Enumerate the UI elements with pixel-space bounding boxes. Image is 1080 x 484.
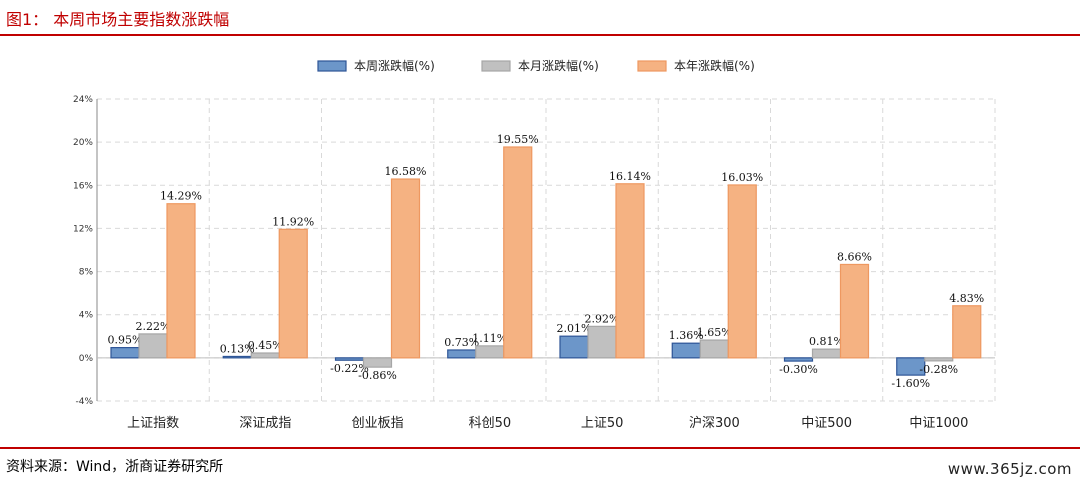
y-tick-label: 8% [79,268,94,278]
data-label: 1.65% [697,326,732,339]
data-label: 0.13% [220,342,255,355]
data-label: -0.28% [919,363,958,376]
bar-series-1 [671,342,701,359]
bar-series-1 [559,335,589,359]
data-label: 1.11% [472,332,507,345]
bar-series-3 [390,178,421,359]
bar-series-3 [615,183,645,359]
data-label: 2.92% [585,312,620,325]
legend-swatch [637,60,667,72]
data-label: 8.66% [837,250,872,263]
bar-series-1 [334,357,365,361]
bar-series-2 [587,325,617,359]
legend-label: 本年涨跌幅(%) [674,58,755,73]
x-tick-label: 深证成指 [239,416,291,431]
data-label: 16.03% [721,171,763,184]
legend-swatch [481,60,511,72]
bar-series-3 [952,305,982,359]
y-tick-label: 12% [73,224,93,234]
y-tick-label: 4% [79,311,94,321]
bar-chart: 24% 20% 16% 12% 8% 4% 0% -4% 0.95%2.22% 14.29% 上证指… [73,58,996,431]
data-label: 16.58% [385,165,427,178]
bar-series-3 [839,263,870,359]
data-label: 0.95% [108,334,143,347]
bar-series-2 [924,357,954,362]
x-tick-label: 沪深300 [689,415,740,431]
y-tick-label: 16% [73,181,93,191]
bar-series-2 [138,333,168,359]
data-label: 11.92% [272,215,314,228]
data-label: -0.86% [358,369,397,382]
data-label: 16.14% [609,170,651,183]
data-label: -0.22% [330,362,369,375]
bar-series-2 [475,345,505,359]
bar-series-1 [110,347,140,359]
legend-label: 本周涨跌幅(%) [354,58,435,73]
data-label: 0.81% [809,335,844,348]
y-tick-label: -4% [75,397,93,407]
data-label: 0.45% [248,339,283,352]
bar-series-3 [166,203,196,359]
x-tick-label: 中证1000 [909,416,968,431]
y-tick-label: 0% [79,354,94,364]
data-label: 4.83% [949,292,984,305]
footer-rule [0,447,1080,449]
source-note: 资料来源：Wind，浙商证券研究所 [6,459,224,475]
x-tick-label: 创业板指 [352,416,404,431]
data-label: 19.55% [497,133,539,146]
title-rule [0,34,1080,36]
x-tick-label: 科创50 [469,416,512,431]
bar-series-1 [222,355,252,359]
bar-series-3 [727,184,757,359]
bar-series-1 [896,357,926,376]
x-tick-label: 中证500 [801,416,852,431]
y-tick-label: 20% [73,138,93,148]
x-tick-label: 上证50 [581,416,624,431]
data-label: -0.30% [779,363,818,376]
legend-label: 本月涨跌幅(%) [518,58,599,73]
data-label: -1.60% [891,377,930,390]
data-label: 1.36% [669,329,704,342]
data-label: 14.29% [160,190,202,203]
bar-series-1 [447,349,477,359]
x-tick-label: 上证指数 [127,416,179,431]
bar-series-2 [362,357,393,368]
bar-series-3 [503,146,533,359]
data-label: 0.73% [444,336,479,349]
legend-swatch [317,60,347,72]
y-tick-label: 24% [73,95,93,105]
data-label: 2.22% [136,320,171,333]
bar-series-2 [699,339,729,359]
data-label: 2.01% [557,322,592,335]
chart-title: 图1： 本周市场主要指数涨跌幅 [6,10,230,29]
watermark: www.365jz.com [947,460,1072,478]
bar-series-3 [278,228,308,359]
bar-series-1 [783,357,814,362]
bar-series-2 [811,348,842,359]
bar-series-2 [250,352,280,359]
